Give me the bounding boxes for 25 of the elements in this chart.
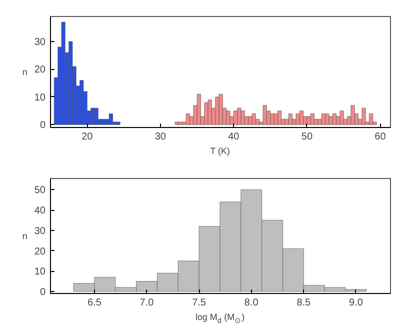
x-tick-label: 60	[374, 132, 386, 142]
x-tick-label: 6.5	[87, 298, 102, 308]
y-tick-label: 0	[40, 120, 46, 132]
x-tick-label: 50	[301, 132, 313, 142]
y-tick-label: 20	[34, 246, 46, 258]
y-axis-title: n	[22, 67, 28, 77]
y-tick-label: 30	[34, 226, 46, 237]
x-axis-title: log M$_{d}$ (M$_{⊙}$)	[194, 311, 246, 326]
y-tick-label: 10	[34, 92, 46, 104]
x-tick-label: 30	[154, 132, 166, 142]
y-tick-label: 20	[34, 64, 46, 76]
x-tick-label: 7.5	[192, 298, 206, 308]
x-tick-label: 20	[82, 132, 94, 142]
x-axis-title: T (K)	[209, 145, 231, 158]
y-tick-label: 50	[34, 185, 46, 196]
y-tick-label: 0	[40, 286, 46, 298]
x-tick-label: 7.0	[140, 298, 154, 308]
y-axis-title: n	[22, 231, 28, 241]
x-tick-label: 8.0	[244, 298, 259, 308]
x-tick-label: 9.0	[349, 298, 364, 308]
y-tick-label: 30	[34, 36, 46, 48]
x-tick-label: 8.5	[296, 298, 312, 308]
y-tick-label: 10	[34, 266, 46, 278]
x-tick-label: 40	[228, 132, 240, 142]
y-tick-label: 40	[34, 206, 46, 217]
